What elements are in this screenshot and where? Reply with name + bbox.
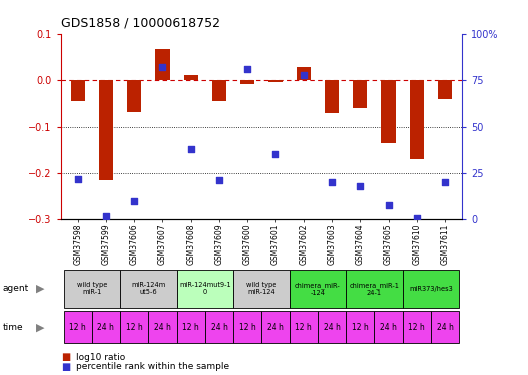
Point [299,72,308,78]
Point [73,176,82,181]
Bar [92,311,120,343]
Text: 24 h: 24 h [324,322,341,332]
Text: chimera_miR-
-124: chimera_miR- -124 [295,282,341,296]
Text: percentile rank within the sample: percentile rank within the sample [76,362,229,371]
Bar [381,80,395,143]
Point [215,177,223,183]
Bar [127,80,142,112]
Point [328,179,336,185]
Point [412,214,421,220]
Point [384,201,393,207]
Text: chimera_miR-1
24-1: chimera_miR-1 24-1 [350,282,399,296]
Bar [261,311,290,343]
Bar [240,80,254,84]
Text: GDS1858 / 10000618752: GDS1858 / 10000618752 [61,17,220,30]
Text: wild type
miR-1: wild type miR-1 [77,282,107,295]
Text: 24 h: 24 h [211,322,228,332]
Bar [268,80,282,81]
Bar [346,270,403,308]
Text: 12 h: 12 h [239,322,256,332]
Point [186,146,195,152]
Bar [63,270,120,308]
Bar [155,49,169,80]
Bar [374,311,403,343]
Bar [318,311,346,343]
Bar [403,311,431,343]
Text: 12 h: 12 h [126,322,143,332]
Bar [176,311,205,343]
Bar [353,80,367,108]
Text: 24 h: 24 h [98,322,115,332]
Text: ▶: ▶ [36,284,44,294]
Bar [325,80,339,112]
Text: log10 ratio: log10 ratio [76,352,125,362]
Text: 24 h: 24 h [380,322,397,332]
Bar [290,270,346,308]
Text: 24 h: 24 h [154,322,171,332]
Text: wild type
miR-124: wild type miR-124 [246,282,277,295]
Text: time: time [3,322,23,332]
Point [441,179,449,185]
Bar [403,270,459,308]
Bar [410,80,424,159]
Bar [431,311,459,343]
Text: miR-124m
ut5-6: miR-124m ut5-6 [131,282,165,295]
Point [271,152,280,157]
Bar [120,311,148,343]
Bar [346,311,374,343]
Text: ▶: ▶ [36,322,44,332]
Point [158,64,167,70]
Point [243,66,251,72]
Bar [212,80,226,101]
Point [130,198,138,204]
Bar [233,311,261,343]
Bar [205,311,233,343]
Bar [233,270,290,308]
Bar [184,75,198,80]
Text: 12 h: 12 h [409,322,425,332]
Bar [290,311,318,343]
Point [102,213,110,219]
Text: miR373/hes3: miR373/hes3 [409,286,453,292]
Text: ■: ■ [61,352,70,362]
Bar [63,311,92,343]
Bar [176,270,233,308]
Text: 12 h: 12 h [352,322,369,332]
Text: agent: agent [3,284,29,293]
Point [356,183,364,189]
Text: 12 h: 12 h [295,322,312,332]
Text: ■: ■ [61,362,70,372]
Bar [99,80,113,180]
Text: 24 h: 24 h [437,322,454,332]
Bar [438,80,452,99]
Text: miR-124mut9-1
0: miR-124mut9-1 0 [179,282,231,295]
Bar [120,270,176,308]
Text: 12 h: 12 h [69,322,86,332]
Bar [297,67,311,80]
Bar [148,311,176,343]
Text: 24 h: 24 h [267,322,284,332]
Bar [71,80,84,101]
Text: 12 h: 12 h [182,322,199,332]
